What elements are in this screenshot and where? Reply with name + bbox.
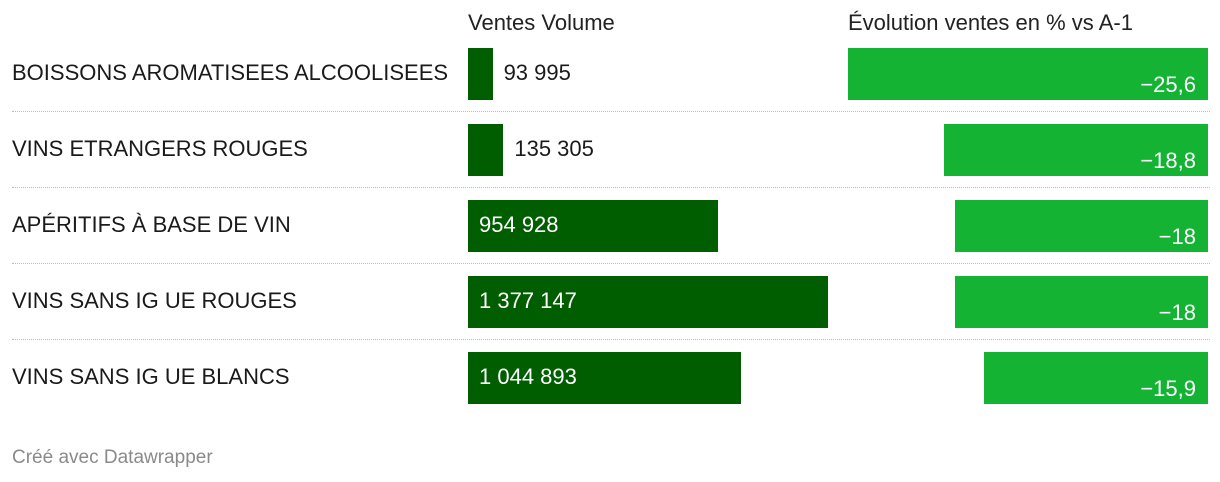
row-divider — [12, 187, 1210, 188]
volume-value-label: 135 305 — [514, 136, 594, 161]
volume-bar — [468, 352, 742, 404]
footer-credit: Créé avec Datawrapper — [12, 447, 213, 468]
row-divider — [12, 263, 1210, 264]
volume-bar — [468, 276, 828, 328]
volume-value-label: 1 044 893 — [479, 364, 577, 389]
volume-value-label: 1 377 147 — [479, 288, 577, 313]
category-label: BOISSONS AROMATISEES ALCOOLISEES — [12, 60, 449, 85]
volume-value-label: 954 928 — [479, 212, 559, 237]
category-label: APÉRITIFS À BASE DE VIN — [12, 212, 291, 237]
table-row: VINS SANS IG UE ROUGES 1 377 147 −18 — [0, 264, 1210, 340]
header-ventes-volume: Ventes Volume — [468, 10, 615, 35]
row-divider — [12, 339, 1210, 340]
table-row: VINS ETRANGERS ROUGES 135 305 −18,8 — [0, 112, 1210, 188]
table-row: BOISSONS AROMATISEES ALCOOLISEES 93 995 −2… — [0, 36, 1210, 112]
volume-bar — [468, 48, 493, 100]
table-row: VINS SANS IG UE BLANCS 1 044 893 −15,9 — [0, 340, 1210, 416]
volume-value-label: 93 995 — [503, 60, 571, 85]
evolution-value-label: −15,9 — [1140, 376, 1196, 401]
category-label: VINS ETRANGERS ROUGES — [12, 136, 308, 161]
volume-bar — [468, 200, 718, 252]
table-row: APÉRITIFS À BASE DE VIN 954 928 −18 — [0, 188, 1210, 264]
evolution-bar: −25,6 — [848, 48, 1208, 100]
row-divider — [12, 111, 1210, 112]
evolution-value-label: −18,8 — [1140, 148, 1196, 173]
evolution-bar: −18 — [954, 276, 1208, 328]
volume-bar — [468, 124, 504, 176]
evolution-value-label: −25,6 — [1140, 72, 1196, 97]
category-label: VINS SANS IG UE BLANCS — [12, 364, 290, 389]
evolution-bar: −18 — [954, 200, 1208, 252]
category-label: VINS SANS IG UE ROUGES — [12, 288, 297, 313]
header-evolution: Évolution ventes en % vs A-1 — [848, 10, 1133, 35]
evolution-value-label: −18 — [1158, 300, 1196, 325]
evolution-value-label: −18 — [1158, 224, 1196, 249]
evolution-bar: −15,9 — [984, 352, 1208, 404]
evolution-bar: −18,8 — [943, 124, 1208, 176]
